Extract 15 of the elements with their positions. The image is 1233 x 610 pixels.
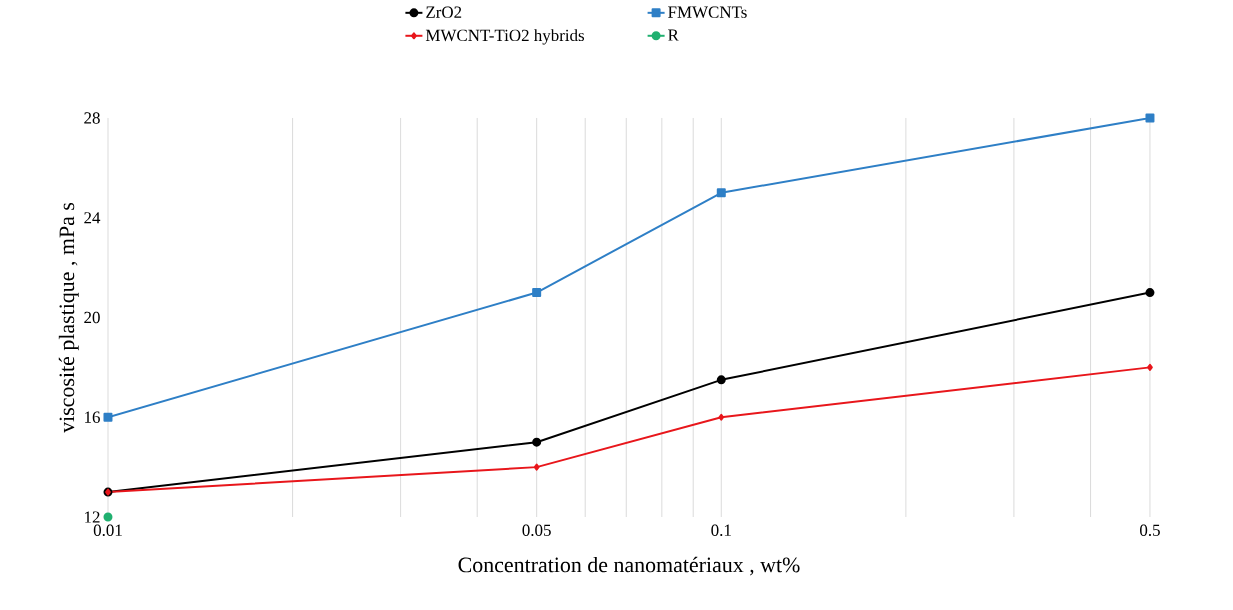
x-axis-title: Concentration de nanomatériaux , wt% [458,556,800,576]
legend-label: MWCNT-TiO2 hybrids [425,29,584,45]
legend-label: ZrO2 [426,6,462,18]
y-tick-label: 12 [85,511,100,523]
x-tick-label: 0.05 [522,524,551,537]
x-tick-label: 0.5 [1140,524,1160,537]
x-tick-label: 0.01 [93,524,122,537]
legend-label: FMWCNTs [668,6,747,18]
x-tick-label: 0.1 [711,524,731,537]
y-tick-label: 24 [84,212,101,224]
legend-label: R [668,29,679,41]
y-tick-label: 16 [85,411,100,423]
y-tick-label: 20 [84,311,100,324]
y-tick-label: 28 [84,112,100,124]
y-axis-title: viscosité plastique , mPa s [58,202,79,433]
